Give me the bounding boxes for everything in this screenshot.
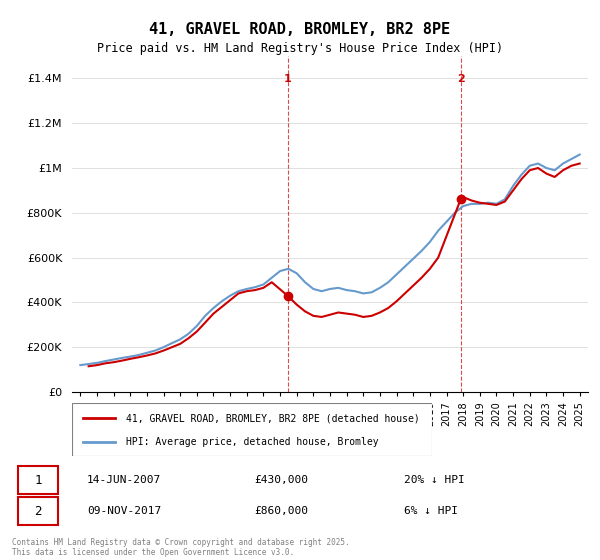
Text: 20% ↓ HPI: 20% ↓ HPI <box>404 475 464 485</box>
Text: Contains HM Land Registry data © Crown copyright and database right 2025.
This d: Contains HM Land Registry data © Crown c… <box>12 538 350 557</box>
FancyBboxPatch shape <box>18 497 58 525</box>
Text: 2: 2 <box>34 505 41 517</box>
Text: Price paid vs. HM Land Registry's House Price Index (HPI): Price paid vs. HM Land Registry's House … <box>97 42 503 55</box>
Text: 09-NOV-2017: 09-NOV-2017 <box>87 506 161 516</box>
Text: 6% ↓ HPI: 6% ↓ HPI <box>404 506 458 516</box>
Text: 14-JUN-2007: 14-JUN-2007 <box>87 475 161 485</box>
Text: HPI: Average price, detached house, Bromley: HPI: Average price, detached house, Brom… <box>126 436 379 446</box>
Text: 2: 2 <box>457 74 464 84</box>
Text: 1: 1 <box>34 474 41 487</box>
Text: 1: 1 <box>284 74 292 84</box>
Text: £860,000: £860,000 <box>254 506 308 516</box>
Text: £430,000: £430,000 <box>254 475 308 485</box>
FancyBboxPatch shape <box>72 403 432 456</box>
Text: 41, GRAVEL ROAD, BROMLEY, BR2 8PE: 41, GRAVEL ROAD, BROMLEY, BR2 8PE <box>149 22 451 38</box>
FancyBboxPatch shape <box>18 466 58 494</box>
Text: 41, GRAVEL ROAD, BROMLEY, BR2 8PE (detached house): 41, GRAVEL ROAD, BROMLEY, BR2 8PE (detac… <box>126 413 420 423</box>
